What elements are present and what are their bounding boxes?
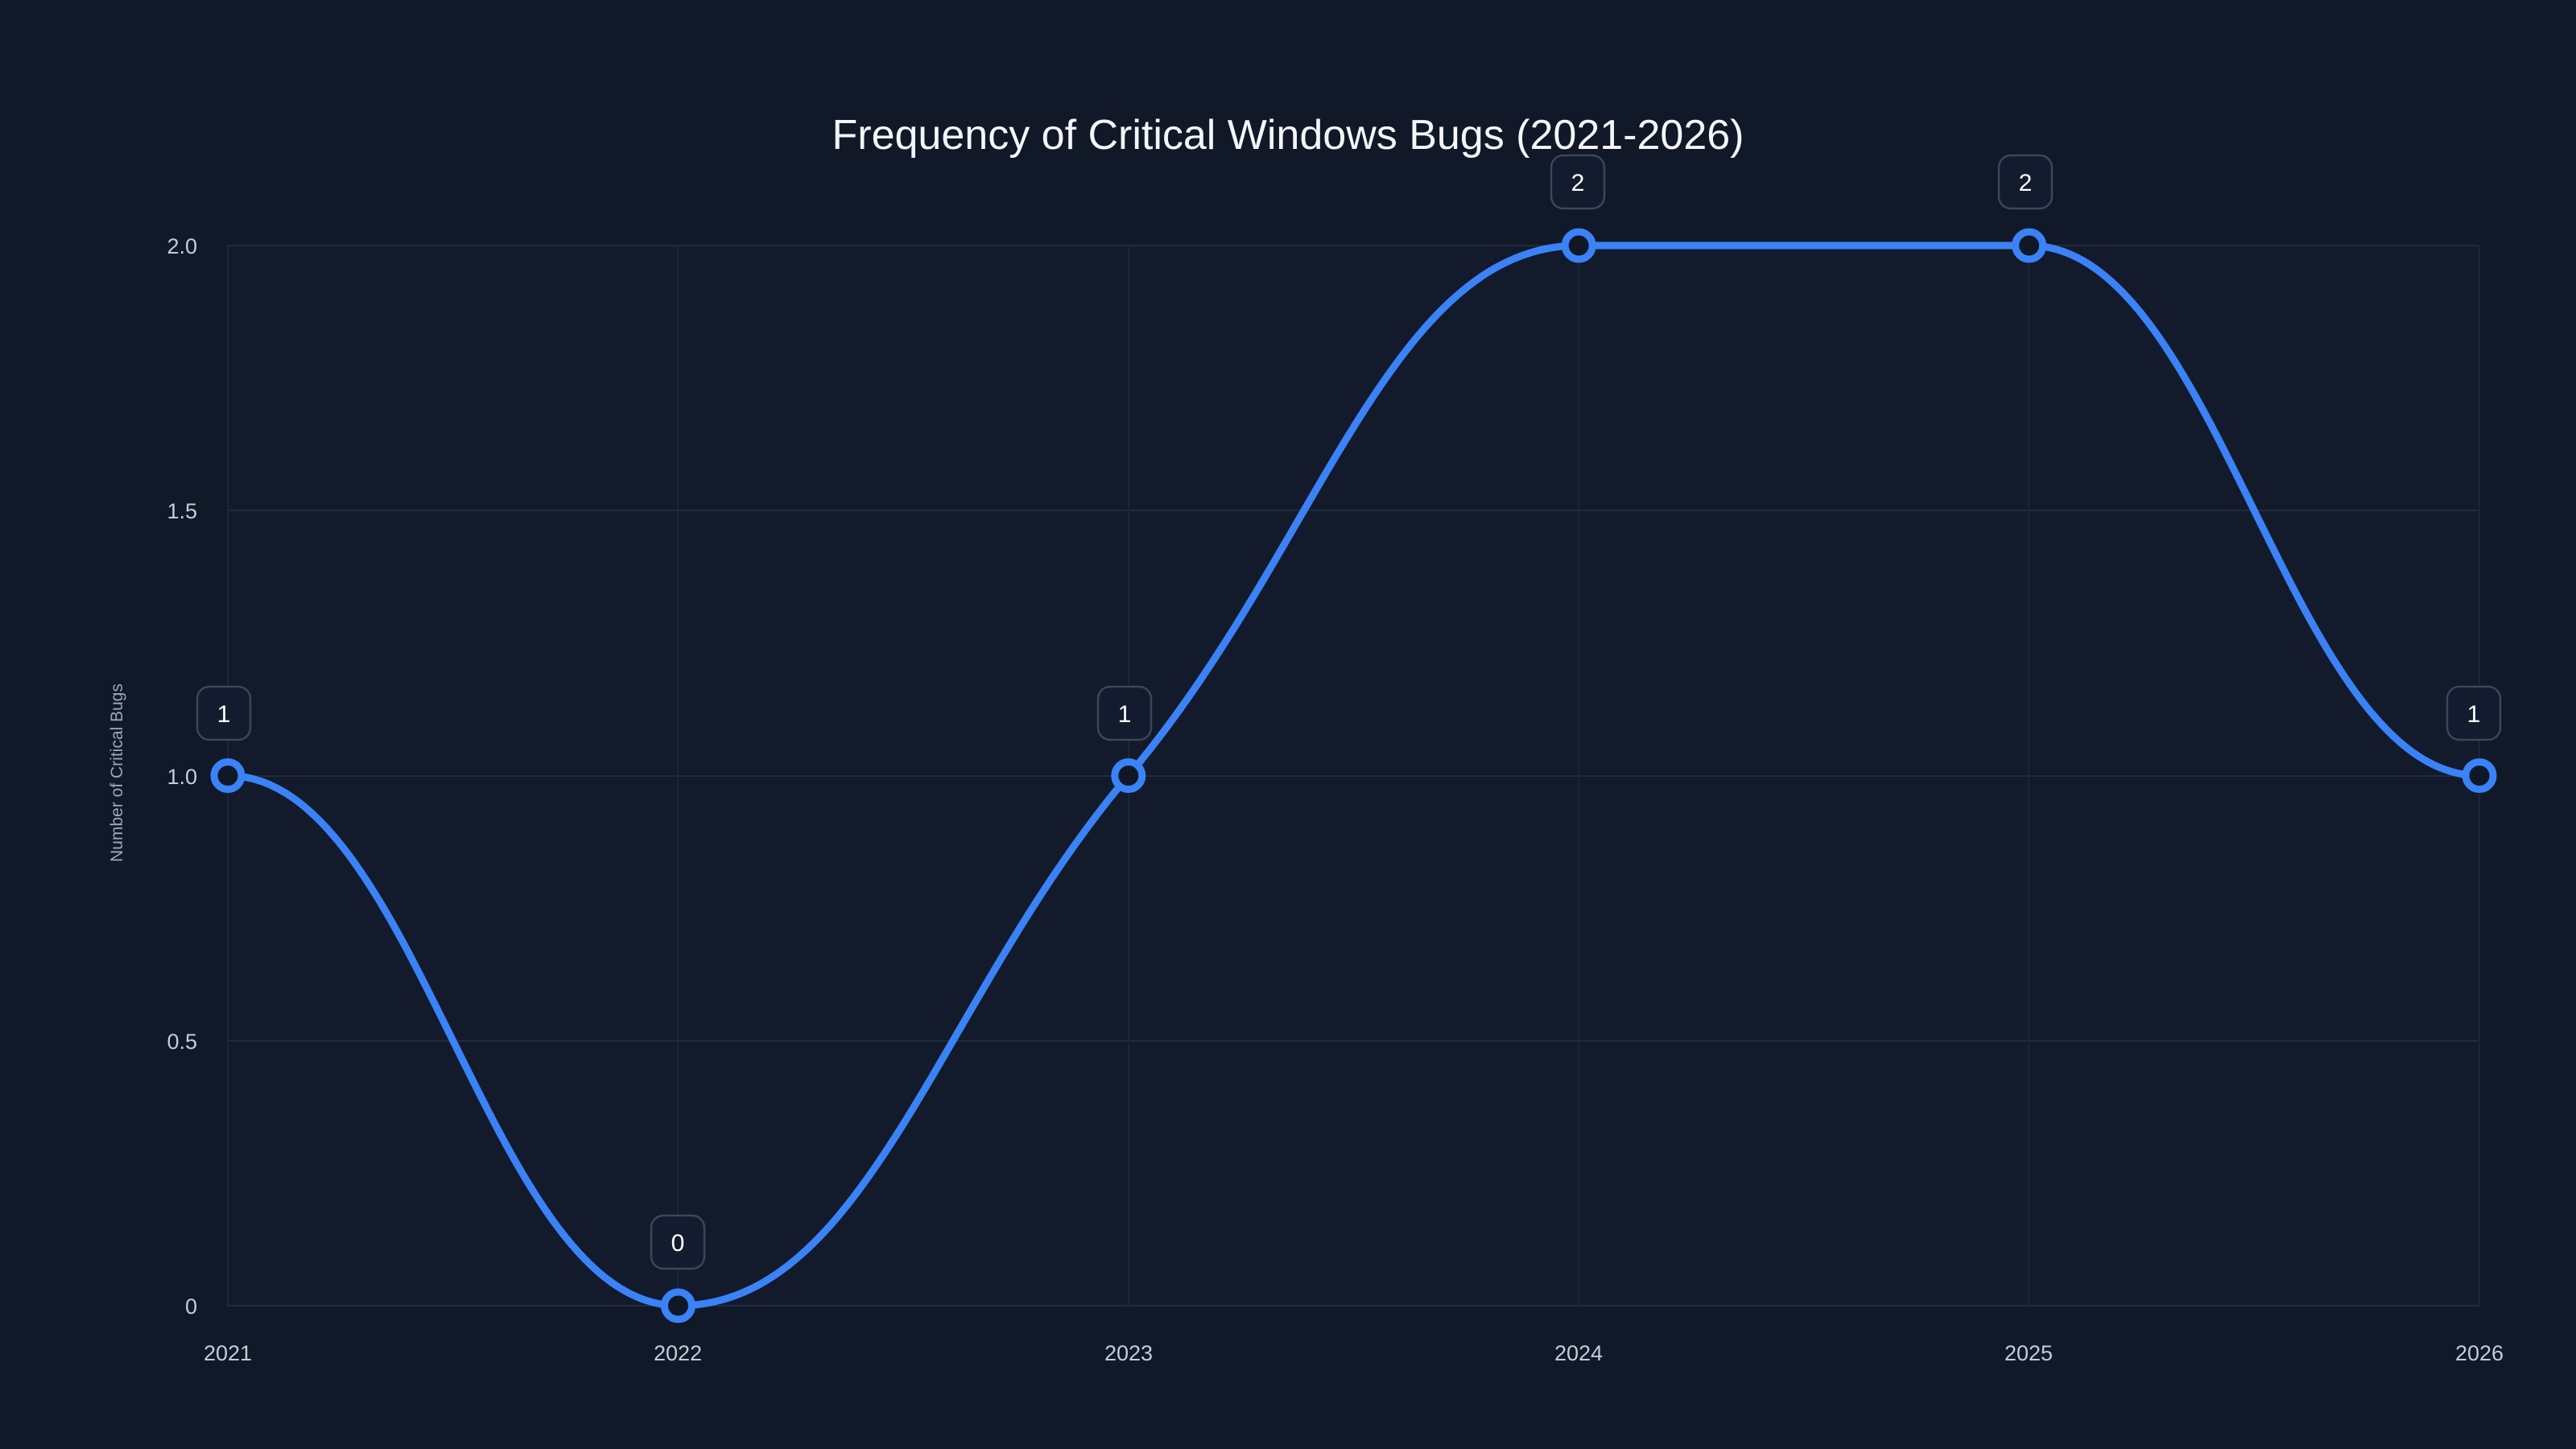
y-tick-label-0: 0 xyxy=(185,1294,197,1319)
data-point-marker-2025[interactable] xyxy=(2012,228,2047,263)
data-label-text-2026: 1 xyxy=(2467,701,2481,728)
x-tick-label-2025: 2025 xyxy=(2004,1341,2053,1365)
data-point-markers xyxy=(210,228,2497,1323)
data-label-2026: 1 xyxy=(2446,685,2502,741)
y-tick-label-1-0: 1.0 xyxy=(167,765,197,789)
x-tick-label-2023: 2023 xyxy=(1104,1341,1153,1365)
data-label-2024: 2 xyxy=(1550,154,1606,210)
data-label-text-2023: 1 xyxy=(1118,701,1132,728)
data-label-2023: 1 xyxy=(1096,685,1153,741)
y-axis-title: Number of Critical Bugs xyxy=(108,683,126,862)
data-label-2022: 0 xyxy=(650,1214,706,1270)
y-gridlines xyxy=(228,245,2479,1307)
data-label-text-2024: 2 xyxy=(1571,170,1585,196)
data-point-marker-2021[interactable] xyxy=(210,758,246,793)
y-axis-tick-labels: 2.0 1.5 1.0 0.5 0 xyxy=(167,234,197,1319)
data-label-text-2022: 0 xyxy=(671,1230,685,1257)
y-tick-label-1-5: 1.5 xyxy=(167,499,197,523)
x-tick-label-2021: 2021 xyxy=(204,1341,252,1365)
data-label-badge-2026 xyxy=(2446,685,2502,741)
y-tick-label-2-0: 2.0 xyxy=(167,234,197,258)
data-label-badge-2025 xyxy=(1997,154,2054,210)
data-label-badge-2024 xyxy=(1550,154,1606,210)
data-label-2021: 1 xyxy=(196,685,252,741)
data-point-labels: 1 0 1 2 2 1 xyxy=(196,154,2502,1270)
series-line-number-of-critical-bugs xyxy=(224,242,2483,1310)
data-point-marker-2023[interactable] xyxy=(1111,758,1146,793)
x-tick-label-2024: 2024 xyxy=(1554,1341,1603,1365)
data-point-marker-2026[interactable] xyxy=(2462,758,2497,793)
data-point-marker-2024[interactable] xyxy=(1561,228,1596,263)
y-tick-label-0-5: 0.5 xyxy=(167,1030,197,1054)
data-label-badge-2023 xyxy=(1096,685,1153,741)
x-axis-tick-labels: 2021 2022 2023 2024 2025 2026 xyxy=(204,1341,2504,1365)
chart-title: Frequency of Critical Windows Bugs (2021… xyxy=(832,112,1744,159)
data-label-text-2025: 2 xyxy=(2019,170,2033,196)
data-label-text-2021: 1 xyxy=(217,701,231,728)
data-label-badge-2021 xyxy=(196,685,252,741)
data-label-2025: 2 xyxy=(1997,154,2054,210)
data-point-marker-2022[interactable] xyxy=(660,1288,696,1323)
x-tick-label-2022: 2022 xyxy=(654,1341,702,1365)
x-tick-label-2026: 2026 xyxy=(2455,1341,2504,1365)
data-label-badge-2022 xyxy=(650,1214,706,1270)
